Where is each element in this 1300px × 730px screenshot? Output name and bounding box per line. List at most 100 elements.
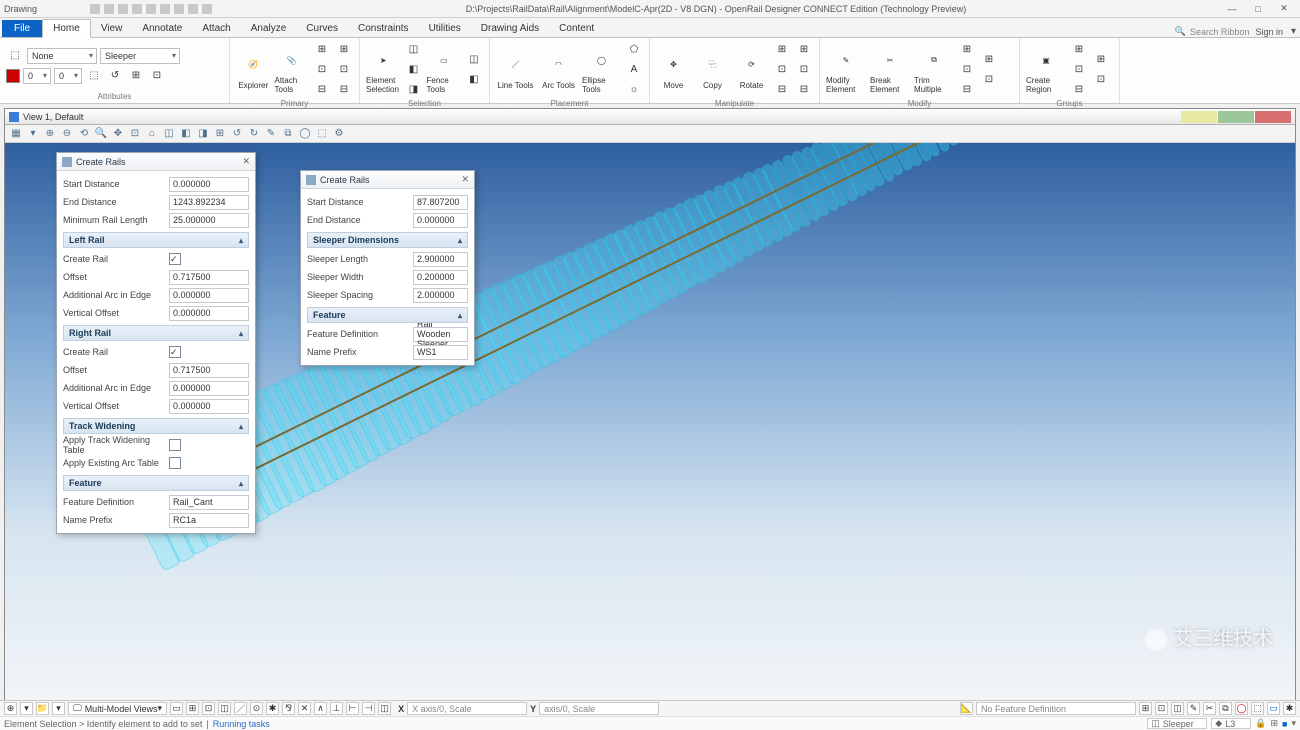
snap-icon[interactable]: ⊙ bbox=[250, 702, 263, 715]
arc-tools-button[interactable]: ◠Arc Tools bbox=[539, 49, 578, 90]
status-l3[interactable]: ◆ L3 bbox=[1211, 718, 1251, 729]
snap-icon[interactable]: ▭ bbox=[170, 702, 183, 715]
checkbox[interactable]: ✓ bbox=[169, 346, 181, 358]
status-icon[interactable]: ▾ bbox=[52, 702, 65, 715]
move-button[interactable]: ✥Move bbox=[656, 49, 691, 90]
sel-sm[interactable]: ◨ bbox=[405, 80, 423, 98]
checkbox[interactable] bbox=[169, 439, 181, 451]
create-region-button[interactable]: ▣Create Region bbox=[1026, 44, 1066, 94]
element-selection-button[interactable]: ➤Element Selection bbox=[366, 44, 401, 94]
field-value[interactable]: 0.000000 bbox=[169, 288, 249, 303]
mod-sm[interactable]: ⊡ bbox=[958, 60, 976, 78]
attach-tools-button[interactable]: 📎Attach Tools bbox=[275, 44, 310, 94]
section-header[interactable]: Feature bbox=[63, 475, 249, 491]
field-value[interactable]: 0.000000 bbox=[169, 381, 249, 396]
primary-sm[interactable]: ⊡ bbox=[313, 60, 331, 78]
snap-icon[interactable]: ⊣ bbox=[362, 702, 375, 715]
grp-sm[interactable]: ⊡ bbox=[1092, 70, 1110, 88]
place-sm[interactable]: A bbox=[625, 60, 643, 78]
view-tool[interactable]: ◨ bbox=[196, 127, 210, 141]
ribbon-collapse[interactable]: ▾ bbox=[1291, 26, 1296, 37]
view-maximize[interactable] bbox=[1218, 111, 1254, 123]
status-tool[interactable]: ✂ bbox=[1203, 702, 1216, 715]
field-value[interactable]: 0.200000 bbox=[413, 270, 468, 285]
sel-sm[interactable]: ◫ bbox=[405, 40, 423, 58]
tab-utilities[interactable]: Utilities bbox=[419, 20, 471, 37]
field-value[interactable]: WS1 bbox=[413, 345, 468, 360]
sign-in[interactable]: Sign in bbox=[1255, 27, 1283, 37]
status-tool[interactable]: ⬚ bbox=[1251, 702, 1264, 715]
panel-titlebar[interactable]: Create Rails✕ bbox=[57, 153, 255, 171]
lineweight-combo[interactable]: 0 bbox=[23, 68, 51, 84]
tab-home[interactable]: Home bbox=[42, 19, 91, 38]
status-tool[interactable]: ◫ bbox=[1171, 702, 1184, 715]
tab-view[interactable]: View bbox=[91, 20, 133, 37]
tab-annotate[interactable]: Annotate bbox=[132, 20, 192, 37]
sel-sm[interactable]: ◫ bbox=[465, 50, 483, 68]
section-header[interactable]: Right Rail bbox=[63, 325, 249, 341]
view-tool[interactable]: ▦ bbox=[9, 127, 23, 141]
style-combo[interactable]: Sleeper bbox=[100, 48, 180, 64]
field-value[interactable]: 0.717500 bbox=[169, 270, 249, 285]
qat-btn[interactable] bbox=[118, 4, 128, 14]
mod-sm[interactable]: ⊟ bbox=[958, 80, 976, 98]
field-value[interactable]: 0.000000 bbox=[169, 177, 249, 192]
snap-icon[interactable]: ◫ bbox=[218, 702, 231, 715]
view-tool[interactable]: ⚙ bbox=[332, 127, 346, 141]
qat-btn[interactable] bbox=[174, 4, 184, 14]
field-value[interactable]: 0.717500 bbox=[169, 363, 249, 378]
status-tool[interactable]: ⧉ bbox=[1219, 702, 1232, 715]
grp-sm[interactable]: ⊞ bbox=[1070, 40, 1088, 58]
view-tool[interactable]: ⊖ bbox=[60, 127, 74, 141]
panel-close[interactable]: ✕ bbox=[242, 156, 250, 167]
running-tasks[interactable]: Running tasks bbox=[213, 719, 270, 729]
layer-icon[interactable]: ⬚ bbox=[6, 47, 24, 65]
snap-icon[interactable]: ⊥ bbox=[330, 702, 343, 715]
ribbon-search[interactable]: 🔍 Search Ribbon bbox=[1175, 26, 1250, 37]
sel-sm[interactable]: ◧ bbox=[465, 70, 483, 88]
view-titlebar[interactable]: View 1, Default bbox=[5, 109, 1295, 125]
snap-icon[interactable]: ⅋ bbox=[282, 702, 295, 715]
checkbox[interactable] bbox=[169, 457, 181, 469]
layer-combo[interactable]: None bbox=[27, 48, 97, 64]
qat-btn[interactable] bbox=[90, 4, 100, 14]
status-icon[interactable]: 🔒 bbox=[1255, 718, 1266, 729]
copy-button[interactable]: ⿻Copy bbox=[695, 49, 730, 90]
status-tool[interactable]: ✱ bbox=[1283, 702, 1296, 715]
field-value[interactable]: Rail Wooden Sleeper bbox=[413, 327, 468, 342]
tab-analyze[interactable]: Analyze bbox=[241, 20, 297, 37]
status-tool[interactable]: ⊡ bbox=[1155, 702, 1168, 715]
create-rails-panel-2[interactable]: Create Rails✕ Start Distance87.807200End… bbox=[300, 170, 475, 366]
status-tool[interactable]: ⊞ bbox=[1139, 702, 1152, 715]
field-value[interactable]: 25.000000 bbox=[169, 213, 249, 228]
x-field[interactable]: X axis/0, Scale bbox=[407, 702, 527, 715]
status-tool[interactable]: ▭ bbox=[1267, 702, 1280, 715]
view-tool[interactable]: ◫ bbox=[162, 127, 176, 141]
field-value[interactable]: Rail_Cant bbox=[169, 495, 249, 510]
place-sm[interactable]: ☼ bbox=[625, 80, 643, 98]
view-tool[interactable]: ◧ bbox=[179, 127, 193, 141]
snap-icon[interactable]: ⊡ bbox=[202, 702, 215, 715]
snap-icon[interactable]: ∧ bbox=[314, 702, 327, 715]
trim-multiple-button[interactable]: ⧉Trim Multiple bbox=[914, 44, 954, 94]
fence-tools-button[interactable]: ▭Fence Tools bbox=[427, 44, 462, 94]
section-header[interactable]: Track Widening bbox=[63, 418, 249, 434]
mod-sm[interactable]: ⊡ bbox=[980, 70, 998, 88]
y-field[interactable]: axis/0, Scale bbox=[539, 702, 659, 715]
tab-curves[interactable]: Curves bbox=[296, 20, 348, 37]
attr-btn[interactable]: ⊞ bbox=[127, 67, 145, 85]
view-tool[interactable]: ◯ bbox=[298, 127, 312, 141]
mod-sm[interactable]: ⊞ bbox=[980, 50, 998, 68]
primary-sm[interactable]: ⊟ bbox=[335, 80, 353, 98]
section-header[interactable]: Feature bbox=[307, 307, 468, 323]
view-tool[interactable]: ✥ bbox=[111, 127, 125, 141]
break-element-button[interactable]: ✂Break Element bbox=[870, 44, 910, 94]
snap-icon[interactable]: ✕ bbox=[298, 702, 311, 715]
primary-sm[interactable]: ⊞ bbox=[313, 40, 331, 58]
panel-titlebar[interactable]: Create Rails✕ bbox=[301, 171, 474, 189]
feature-field[interactable]: No Feature Definition bbox=[976, 702, 1136, 715]
place-sm[interactable]: ⬠ bbox=[625, 40, 643, 58]
status-icon[interactable]: ▾ bbox=[1291, 718, 1296, 729]
status-icon[interactable]: ⊞ bbox=[1270, 718, 1278, 729]
field-value[interactable]: 0.000000 bbox=[169, 399, 249, 414]
